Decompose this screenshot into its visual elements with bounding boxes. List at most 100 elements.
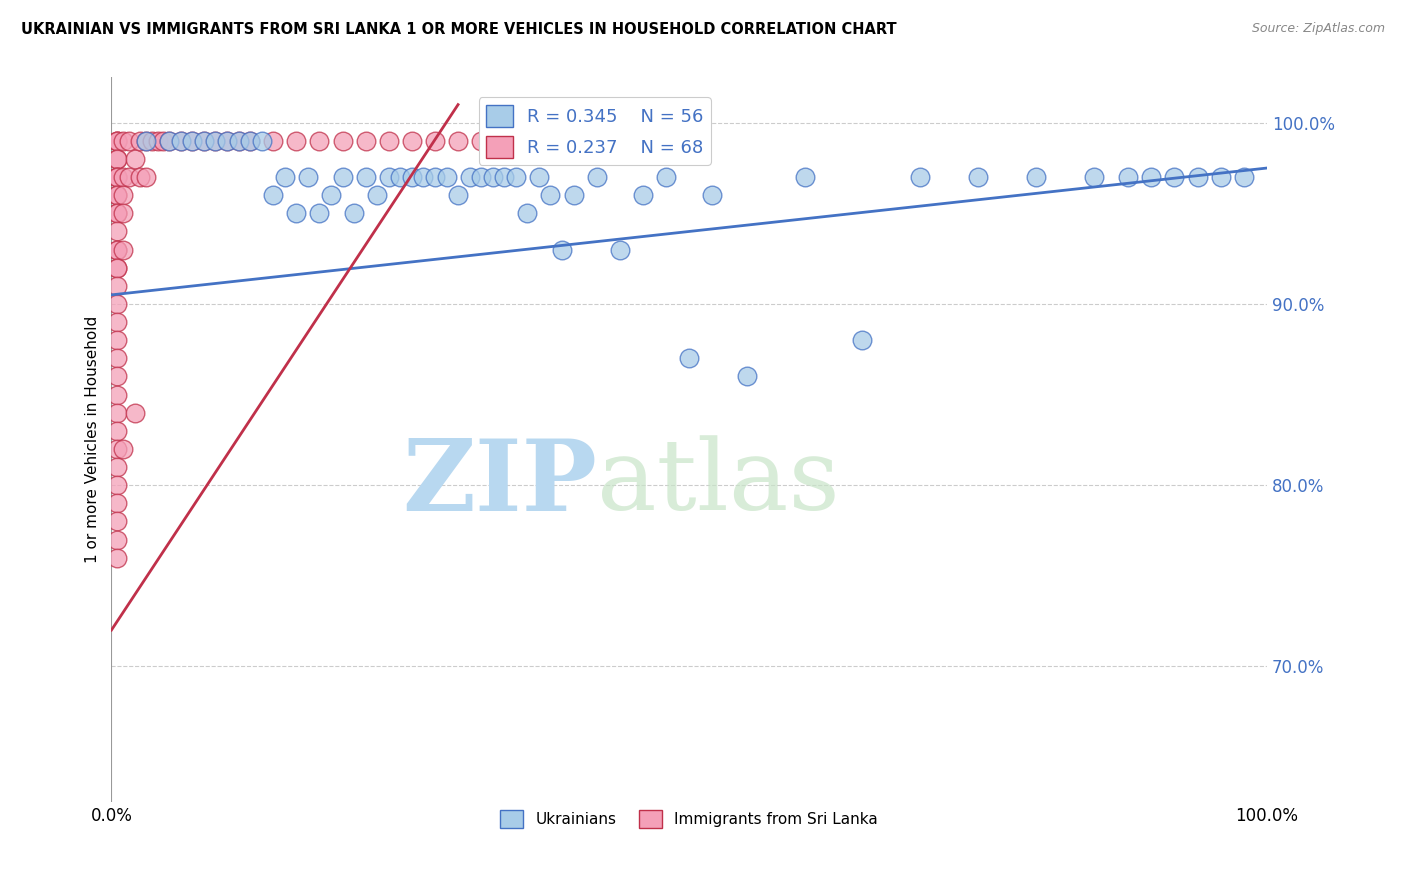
Point [702, 188, 724, 202]
Point [377, 170, 399, 185]
Point [308, 134, 330, 148]
Point [423, 134, 446, 148]
Point [124, 406, 146, 420]
Point [105, 170, 128, 185]
Point [111, 243, 134, 257]
Point [494, 170, 516, 185]
Point [105, 134, 128, 148]
Legend: Ukrainians, Immigrants from Sri Lanka: Ukrainians, Immigrants from Sri Lanka [494, 804, 884, 835]
Point [332, 134, 354, 148]
Point [105, 550, 128, 565]
Point [447, 134, 470, 148]
Point [1025, 170, 1047, 185]
Point [250, 134, 273, 148]
Point [105, 170, 128, 185]
Point [105, 533, 128, 547]
Point [105, 188, 128, 202]
Point [678, 351, 700, 366]
Y-axis label: 1 or more Vehicles in Household: 1 or more Vehicles in Household [86, 317, 100, 564]
Point [274, 170, 297, 185]
Point [181, 134, 204, 148]
Point [170, 134, 193, 148]
Point [910, 170, 932, 185]
Point [105, 243, 128, 257]
Point [105, 224, 128, 238]
Point [1233, 170, 1256, 185]
Point [215, 134, 238, 148]
Point [105, 206, 128, 220]
Point [170, 134, 193, 148]
Point [105, 515, 128, 529]
Point [105, 496, 128, 510]
Point [1140, 170, 1163, 185]
Point [655, 170, 678, 185]
Point [157, 134, 180, 148]
Point [129, 170, 152, 185]
Point [105, 134, 128, 148]
Point [332, 170, 354, 185]
Point [105, 243, 128, 257]
Point [354, 134, 377, 148]
Point [105, 442, 128, 456]
Point [105, 424, 128, 438]
Point [343, 206, 366, 220]
Point [111, 134, 134, 148]
Point [129, 134, 152, 148]
Point [204, 134, 226, 148]
Point [105, 478, 128, 492]
Text: UKRAINIAN VS IMMIGRANTS FROM SRI LANKA 1 OR MORE VEHICLES IN HOUSEHOLD CORRELATI: UKRAINIAN VS IMMIGRANTS FROM SRI LANKA 1… [21, 22, 897, 37]
Point [105, 152, 128, 166]
Point [470, 170, 492, 185]
Point [239, 134, 262, 148]
Point [851, 333, 873, 347]
Point [105, 315, 128, 329]
Point [297, 170, 319, 185]
Point [193, 134, 215, 148]
Point [609, 243, 631, 257]
Point [118, 170, 141, 185]
Point [111, 442, 134, 456]
Point [105, 260, 128, 275]
Point [319, 188, 342, 202]
Point [285, 134, 308, 148]
Point [401, 134, 423, 148]
Point [105, 152, 128, 166]
Point [967, 170, 990, 185]
Point [215, 134, 238, 148]
Point [105, 278, 128, 293]
Point [193, 134, 215, 148]
Point [105, 134, 128, 148]
Point [793, 170, 815, 185]
Point [366, 188, 388, 202]
Point [152, 134, 174, 148]
Point [111, 206, 134, 220]
Point [585, 170, 607, 185]
Point [105, 406, 128, 420]
Point [401, 170, 423, 185]
Point [285, 206, 308, 220]
Point [562, 188, 585, 202]
Point [516, 206, 538, 220]
Point [146, 134, 169, 148]
Point [105, 188, 128, 202]
Point [377, 134, 399, 148]
Point [181, 134, 204, 148]
Point [436, 170, 458, 185]
Point [111, 188, 134, 202]
Point [105, 387, 128, 401]
Point [239, 134, 262, 148]
Point [527, 170, 550, 185]
Point [105, 351, 128, 366]
Point [135, 134, 157, 148]
Point [118, 134, 141, 148]
Point [262, 188, 284, 202]
Point [262, 134, 284, 148]
Text: ZIP: ZIP [402, 434, 596, 532]
Point [105, 297, 128, 311]
Point [631, 188, 654, 202]
Point [105, 369, 128, 384]
Point [458, 170, 481, 185]
Point [157, 134, 180, 148]
Point [1116, 170, 1139, 185]
Point [412, 170, 434, 185]
